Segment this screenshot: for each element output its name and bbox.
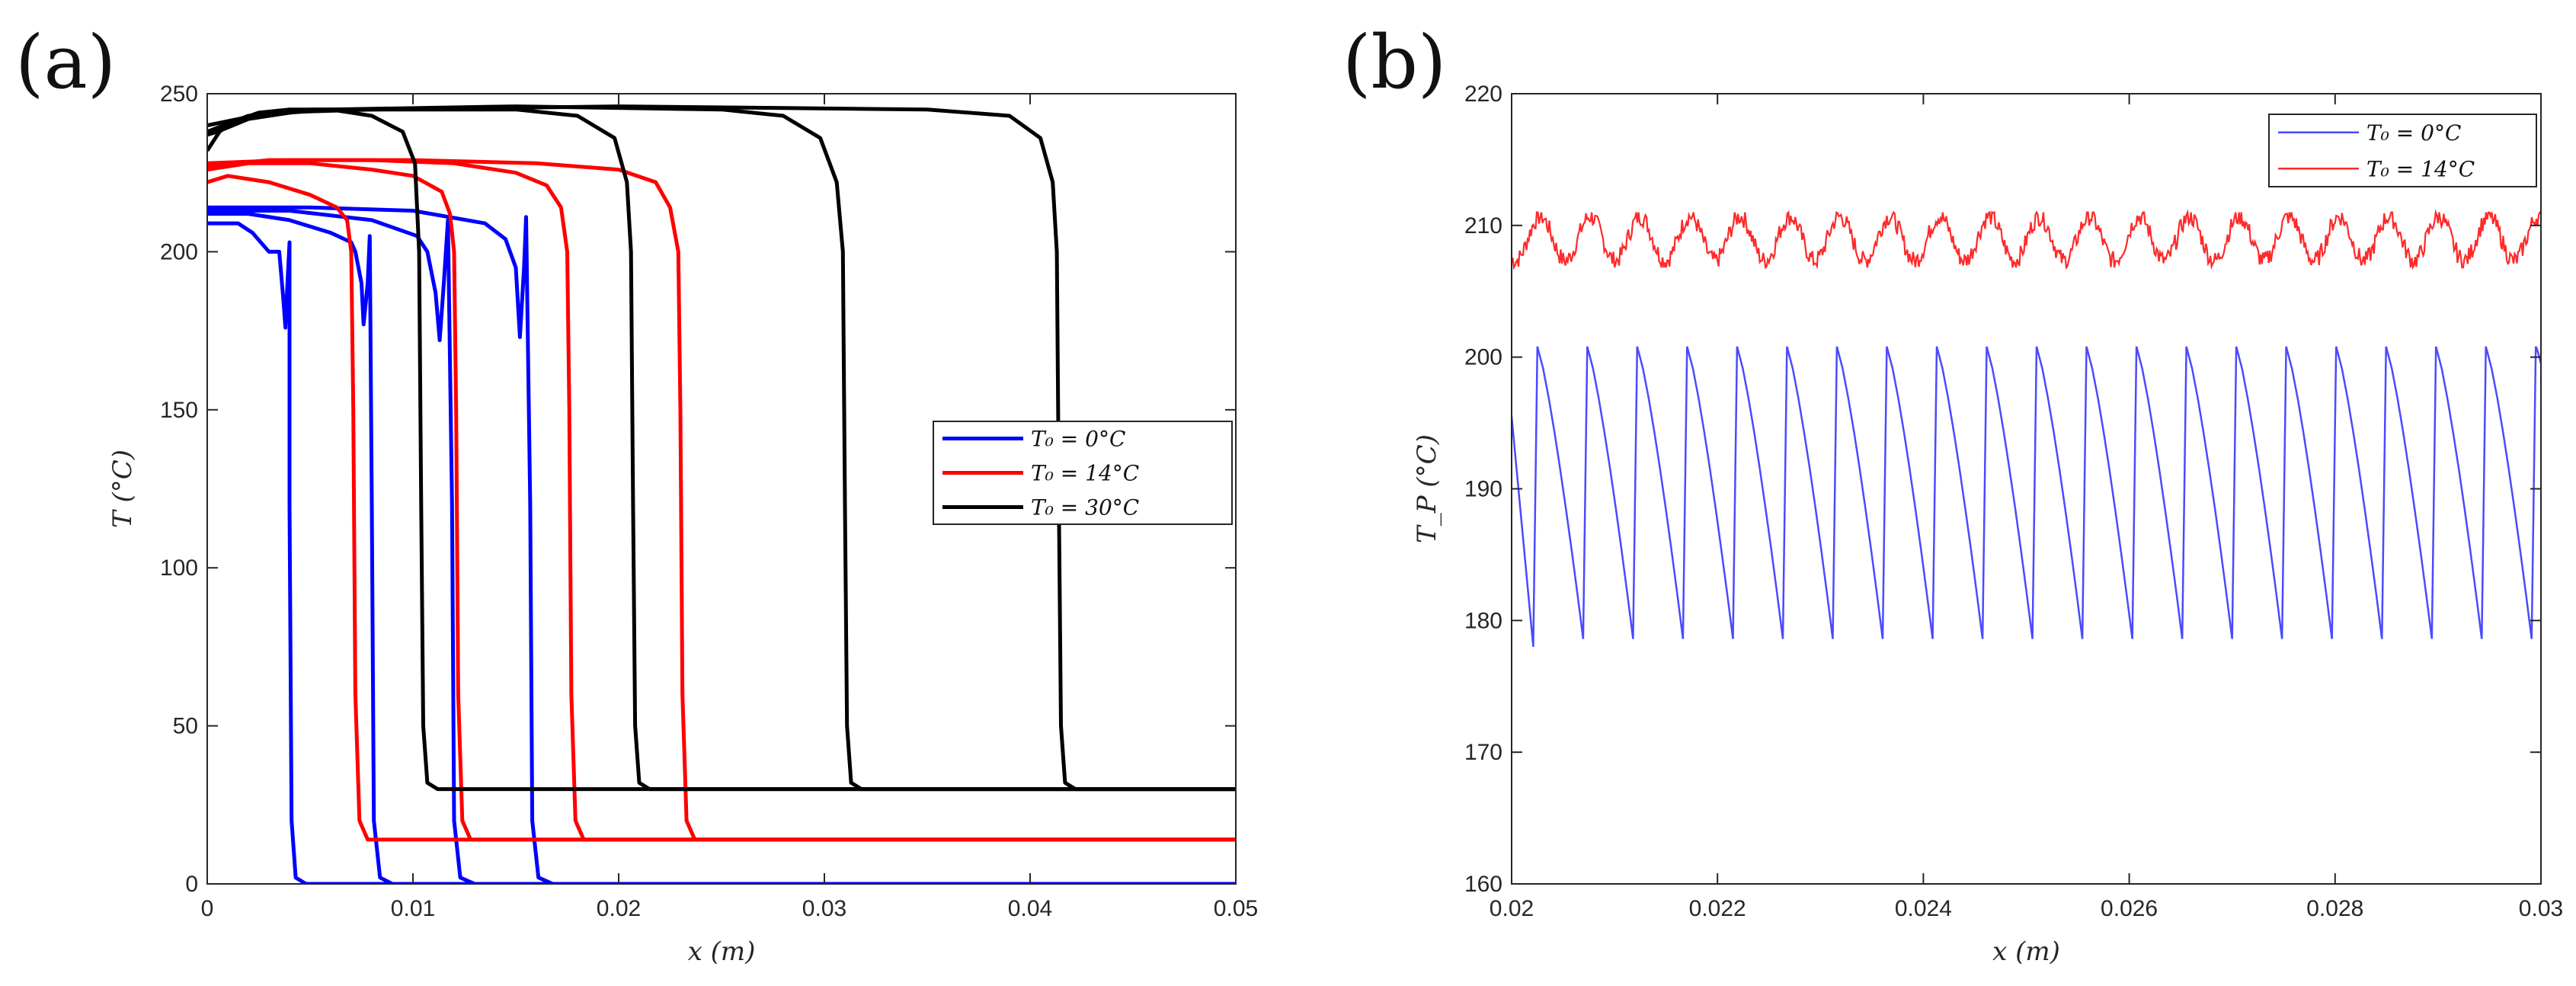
y-axis-label: T (°C) xyxy=(107,450,138,528)
panel-b: (b) 0.02 0.022 0.024 0.026 0.028 0.03 160 170 180… xyxy=(1342,20,2563,967)
x-tick-label: 0.02 xyxy=(597,896,641,921)
legend-entry: T₀ = 14°C xyxy=(1031,461,1139,486)
legend-box xyxy=(2268,114,2537,187)
legend-entry: T₀ = 0°C xyxy=(2366,120,2461,146)
series-line-sawtooth xyxy=(1512,346,2541,648)
x-tick-label: 0.028 xyxy=(2306,896,2363,921)
series-line-0-1 xyxy=(207,212,1236,884)
y-tick-label: 180 xyxy=(1464,608,1502,633)
y-tick-label: 250 xyxy=(160,82,198,107)
series-line-1-1 xyxy=(207,161,1236,842)
series-line-0-0 xyxy=(207,221,1236,884)
axes-box xyxy=(206,93,1237,885)
plot-area xyxy=(1512,209,2541,648)
x-tick-label: 0.03 xyxy=(802,896,846,921)
x-tick-label: 0.026 xyxy=(2101,896,2158,921)
legend-entry: T₀ = 30°C xyxy=(1031,495,1139,520)
y-tick-label: 150 xyxy=(160,398,198,423)
y-tick-label: 170 xyxy=(1464,740,1502,765)
y-tick-label: 220 xyxy=(1464,82,1502,107)
legend: T₀ = 0°C T₀ = 14°C xyxy=(2268,114,2537,187)
panel-a: (a) 0 0.01 0.02 0.03 0.04 0.05 0 50 100 150 200 250 x… xyxy=(15,20,1258,967)
y-tick-label: 200 xyxy=(1464,345,1502,370)
y-tick-label: 100 xyxy=(160,555,198,581)
legend-entry: T₀ = 0°C xyxy=(1031,427,1125,452)
x-tick-label: 0.04 xyxy=(1008,896,1052,921)
y-tick-label: 190 xyxy=(1464,477,1502,502)
y-tick-label: 50 xyxy=(173,714,198,739)
x-tick-label: 0.02 xyxy=(1490,896,1534,921)
x-tick-label: 0.01 xyxy=(391,896,435,921)
x-axis-label: x (m) xyxy=(1992,936,2060,967)
plot-area xyxy=(207,104,1236,884)
y-tick-label: 0 xyxy=(185,872,198,897)
y-tick-label: 200 xyxy=(160,239,198,264)
y-tick-label: 160 xyxy=(1464,872,1502,897)
y-axis-label: T_P (°C) xyxy=(1412,434,1442,543)
x-tick-label: 0.022 xyxy=(1689,896,1746,921)
series-line-0-2 xyxy=(207,209,1236,884)
legend-entry: T₀ = 14°C xyxy=(2366,156,2475,181)
series-line-0-3 xyxy=(207,205,1236,884)
series-line-noisy xyxy=(1512,209,2541,271)
x-tick-label: 0.05 xyxy=(1214,896,1258,921)
axes-box xyxy=(1511,93,2542,885)
legend: T₀ = 0°C T₀ = 14°C T₀ = 30°C xyxy=(933,421,1233,525)
series-line-1-0 xyxy=(207,174,1236,842)
x-tick-label: 0.024 xyxy=(1895,896,1952,921)
panel-label: (a) xyxy=(15,20,116,105)
x-tick-label: 0.03 xyxy=(2519,896,2563,921)
x-tick-label: 0 xyxy=(201,896,214,921)
y-tick-label: 210 xyxy=(1464,213,1502,238)
series-line-2-3 xyxy=(207,104,1236,792)
panel-label: (b) xyxy=(1342,20,1446,105)
x-axis-label: x (m) xyxy=(688,936,756,967)
